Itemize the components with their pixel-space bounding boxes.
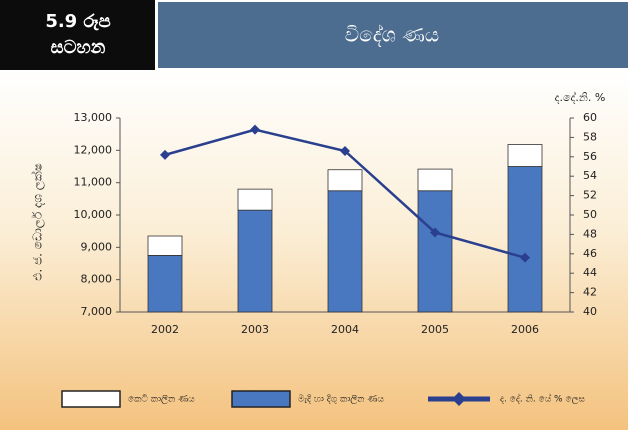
y2-tick-label: 50 bbox=[583, 208, 597, 221]
y2-tick-label: 44 bbox=[583, 266, 597, 279]
y2-tick-label: 60 bbox=[583, 111, 597, 124]
legend-label: කෙටි කාලීන ණය bbox=[128, 394, 195, 405]
figure-label-box bbox=[0, 0, 155, 70]
y2-axis-label: ද.දේ.නි. % bbox=[555, 90, 606, 104]
bar bbox=[507, 144, 543, 167]
y2-tick-label: 54 bbox=[583, 169, 597, 182]
x-tick-label: 2003 bbox=[241, 323, 269, 336]
y-tick-label: 9,000 bbox=[81, 240, 113, 253]
y2-tick-label: 40 bbox=[583, 305, 597, 318]
figure-label: 5.9 රූප bbox=[45, 11, 110, 32]
bar bbox=[237, 188, 273, 211]
bar bbox=[507, 166, 543, 313]
legend-swatch bbox=[452, 392, 466, 406]
chart-title: විදේශ ණය bbox=[345, 23, 439, 47]
y-tick-label: 8,000 bbox=[81, 273, 113, 286]
y-axis-label: එ. ජ. ඩොලර් දශ ලක්ෂ bbox=[30, 163, 45, 280]
title-box bbox=[158, 2, 628, 68]
legend-label: ද. දේ. නි. යේ % ලෙස bbox=[500, 393, 585, 404]
bar bbox=[417, 190, 453, 313]
y-tick-label: 7,000 bbox=[81, 305, 113, 318]
x-tick-label: 2004 bbox=[331, 323, 359, 336]
bar bbox=[327, 169, 363, 192]
x-tick-label: 2002 bbox=[151, 323, 179, 336]
bar bbox=[327, 190, 363, 313]
y-tick-label: 12,000 bbox=[74, 143, 113, 156]
y2-tick-label: 46 bbox=[583, 247, 597, 260]
y-tick-label: 13,000 bbox=[74, 111, 113, 124]
line-marker bbox=[250, 124, 260, 135]
line-marker bbox=[430, 227, 440, 238]
legend-label: මැදි හා දිගු කාලීන ණය bbox=[298, 394, 384, 405]
legend-swatch bbox=[231, 390, 291, 408]
bar bbox=[147, 255, 183, 313]
x-tick-label: 2005 bbox=[421, 323, 449, 336]
legend-swatch bbox=[61, 390, 121, 408]
figure-label: සටහන bbox=[51, 37, 106, 58]
y2-tick-label: 48 bbox=[583, 227, 597, 240]
bar bbox=[237, 209, 273, 313]
bar bbox=[147, 235, 183, 256]
line-marker bbox=[340, 145, 350, 156]
bar bbox=[417, 168, 453, 192]
y2-tick-label: 58 bbox=[583, 130, 597, 143]
y-tick-label: 11,000 bbox=[74, 176, 113, 189]
y2-tick-label: 52 bbox=[583, 189, 597, 202]
y2-tick-label: 42 bbox=[583, 286, 597, 299]
line-marker bbox=[520, 252, 530, 263]
y2-tick-label: 56 bbox=[583, 150, 597, 163]
line-marker bbox=[160, 149, 170, 160]
y-tick-label: 10,000 bbox=[74, 208, 113, 221]
x-tick-label: 2006 bbox=[511, 323, 539, 336]
